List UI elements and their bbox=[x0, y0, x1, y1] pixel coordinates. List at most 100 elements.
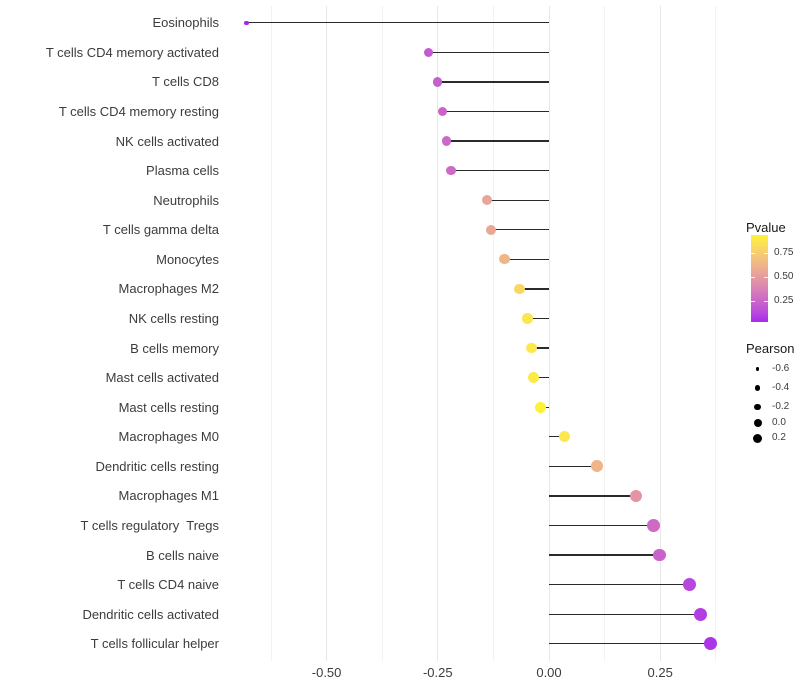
y-axis-label: Eosinophils bbox=[152, 15, 220, 31]
pearson-legend-dot bbox=[753, 419, 762, 427]
y-axis-label: Macrophages M0 bbox=[118, 429, 219, 445]
pearson-legend-label: 0.0 bbox=[772, 417, 786, 428]
y-axis-label: NK cells resting bbox=[128, 311, 219, 326]
lollipop-dot bbox=[481, 195, 492, 206]
lollipop-stem bbox=[504, 258, 549, 261]
y-axis-label: T cells follicular helper bbox=[90, 636, 219, 652]
pvalue-tick-label: 0.50 bbox=[774, 271, 794, 283]
lollipop-dot bbox=[499, 254, 510, 265]
lollipop-stem bbox=[446, 140, 549, 142]
x-axis-tick-label: 0.00 bbox=[536, 665, 562, 680]
colorbar-tick bbox=[764, 253, 768, 255]
pvalue-colorbar bbox=[751, 235, 768, 322]
lollipop-stem bbox=[549, 524, 654, 527]
y-axis-label: Dendritic cells resting bbox=[95, 458, 219, 474]
pearson-legend-title: Pearson bbox=[746, 341, 795, 356]
pvalue-tick-label: 0.75 bbox=[774, 247, 794, 259]
gridline-major bbox=[548, 6, 550, 661]
lollipop-stem bbox=[527, 317, 549, 320]
y-axis-label: Macrophages M1 bbox=[118, 488, 219, 504]
lollipop-stem bbox=[451, 170, 549, 172]
lollipop-dot bbox=[522, 313, 533, 324]
colorbar-tick bbox=[751, 253, 755, 255]
pearson-legend-label: -0.4 bbox=[772, 382, 790, 393]
y-axis-label: Neutrophils bbox=[153, 192, 219, 208]
y-axis-label: Mast cells resting bbox=[118, 399, 219, 415]
pvalue-legend-title: Pvalue bbox=[746, 220, 786, 235]
y-axis-label: T cells CD8 bbox=[152, 74, 219, 90]
y-axis-label: Plasma cells bbox=[146, 163, 219, 179]
x-axis-tick-label: -0.50 bbox=[311, 665, 342, 680]
lollipop-dot bbox=[486, 224, 497, 235]
colorbar-tick bbox=[764, 277, 768, 279]
gridline-minor bbox=[715, 6, 717, 661]
gridline-major bbox=[326, 6, 328, 661]
lollipop-dot bbox=[682, 578, 696, 592]
pearson-legend-dot bbox=[755, 367, 760, 371]
lollipop-stem bbox=[428, 51, 549, 54]
lollipop-stem bbox=[549, 465, 597, 468]
gridline-minor bbox=[492, 6, 494, 661]
lollipop-stem bbox=[491, 229, 549, 231]
colorbar-tick bbox=[751, 301, 755, 302]
lollipop-dot bbox=[424, 47, 434, 57]
lollipop-stem bbox=[486, 199, 549, 201]
pearson-legend-dot bbox=[754, 385, 761, 391]
lollipop-dot bbox=[528, 372, 540, 384]
lollipop-stem bbox=[531, 347, 549, 349]
y-axis-label: T cells CD4 naive bbox=[117, 577, 219, 593]
gridline-minor bbox=[604, 6, 606, 661]
y-axis-label: Monocytes bbox=[156, 251, 219, 267]
lollipop-stem bbox=[549, 613, 701, 615]
x-axis-tick-label: -0.25 bbox=[422, 665, 453, 680]
y-axis-label: Macrophages M2 bbox=[118, 281, 219, 297]
pvalue-tick-label: 0.25 bbox=[774, 295, 794, 306]
lollipop-dot bbox=[558, 431, 571, 443]
y-axis-label: Mast cells activated bbox=[105, 370, 219, 386]
lollipop-stem bbox=[246, 22, 549, 24]
pearson-legend-dot bbox=[754, 403, 761, 411]
lollipop-stem bbox=[533, 376, 549, 379]
x-axis-tick-label: 0.25 bbox=[647, 665, 673, 680]
lollipop-dot bbox=[535, 401, 546, 413]
y-axis-label: NK cells activated bbox=[115, 133, 219, 149]
colorbar-tick bbox=[764, 301, 768, 302]
lollipop-stem bbox=[437, 81, 549, 83]
lollipop-dot bbox=[442, 136, 452, 146]
lollipop-dot bbox=[446, 165, 456, 176]
lollipop-dot bbox=[591, 460, 603, 473]
gridline-major bbox=[659, 6, 661, 661]
lollipop-stem bbox=[549, 583, 690, 586]
lollipop-dot bbox=[433, 77, 443, 87]
lollipop-stem bbox=[549, 554, 660, 556]
lollipop-dot bbox=[647, 519, 660, 532]
colorbar-tick bbox=[751, 277, 755, 279]
y-axis-label: B cells memory bbox=[130, 340, 219, 356]
y-axis-label: T cells CD4 memory activated bbox=[45, 44, 219, 60]
lollipop-dot bbox=[525, 342, 537, 354]
lollipop-stem bbox=[519, 288, 549, 290]
y-axis-label: T cells regulatory Tregs bbox=[80, 517, 219, 533]
pearson-legend-label: -0.2 bbox=[772, 401, 790, 412]
gridline-minor bbox=[270, 6, 272, 661]
lollipop-dot bbox=[629, 489, 642, 503]
lollipop-dot bbox=[693, 607, 707, 621]
pearson-legend-label: 0.2 bbox=[772, 432, 786, 443]
lollipop-dot bbox=[703, 637, 718, 651]
y-axis-label: T cells CD4 memory resting bbox=[58, 104, 219, 119]
y-axis-label: B cells naive bbox=[146, 547, 219, 563]
lollipop-stem bbox=[549, 643, 711, 645]
pearson-legend-dot bbox=[753, 433, 762, 443]
lollipop-dot bbox=[244, 20, 249, 26]
lollipop-stem bbox=[442, 110, 549, 113]
lollipop-dot bbox=[514, 283, 525, 295]
gridline-major bbox=[437, 6, 439, 661]
y-axis-label: Dendritic cells activated bbox=[82, 606, 219, 622]
y-axis-label: T cells gamma delta bbox=[102, 222, 219, 238]
lollipop-dot bbox=[437, 106, 447, 117]
lollipop-stem bbox=[549, 495, 636, 497]
lollipop-dot bbox=[653, 548, 667, 562]
lollipop-stem bbox=[549, 436, 565, 438]
pearson-legend-label: -0.6 bbox=[772, 363, 790, 374]
